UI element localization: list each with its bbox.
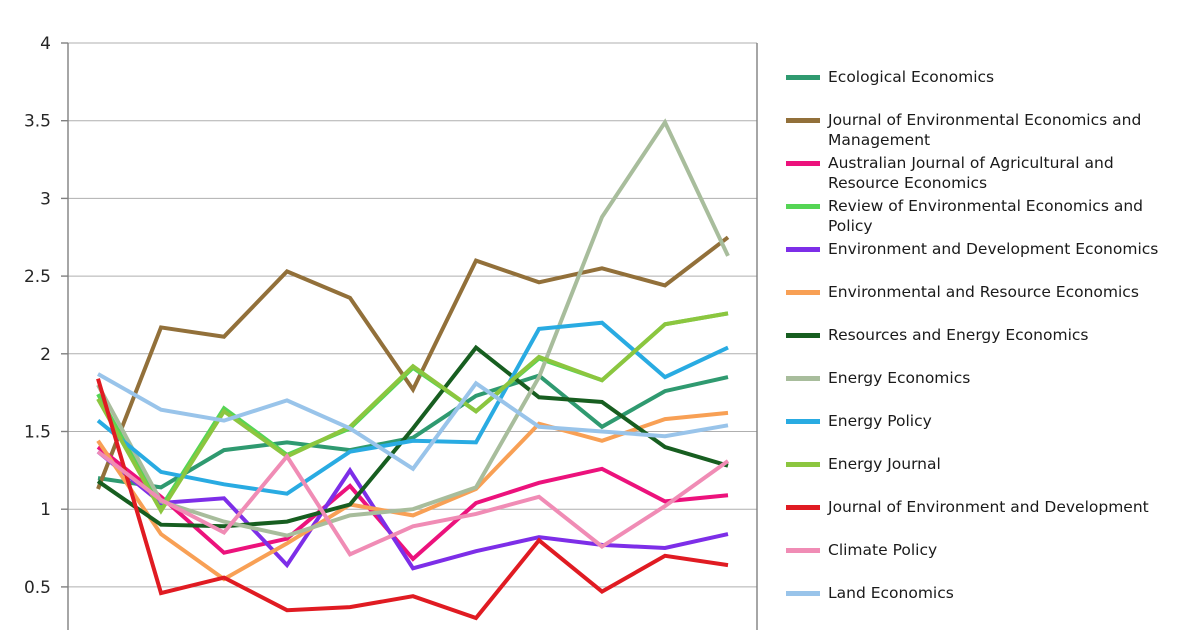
legend-item-8: Energy Policy [786,412,1196,455]
legend-item-11: Climate Policy [786,541,1196,584]
legend-item-12: Land Economics [786,584,1196,627]
legend-item-1: Journal of Environmental Economics and M… [786,111,1196,154]
legend-item-4: Environment and Development Economics [786,240,1196,283]
legend-swatch [786,376,820,381]
legend-item-6: Resources and Energy Economics [786,326,1196,369]
legend-item-10: Journal of Environment and Development [786,498,1196,541]
legend-swatch [786,204,820,209]
y-axis-tick-label: 1 [40,500,51,520]
legend-label: Energy Economics [828,369,971,387]
legend-item-2: Australian Journal of Agricultural and R… [786,154,1196,197]
y-axis-tick-label: 2.5 [24,267,51,287]
legend-label: Environment and Development Economics [828,240,1159,258]
legend-item-7: Energy Economics [786,369,1196,412]
series-line-7 [96,118,730,538]
y-axis-tick-label: 3 [40,189,51,209]
legend-label: Ecological Economics [828,68,995,86]
legend-label: Climate Policy [828,541,938,559]
series-line-1 [96,235,730,490]
legend-label: Energy Policy [828,412,932,430]
series-line-10 [96,378,729,621]
series-line-2 [96,445,729,562]
legend-label: Energy Journal [828,455,941,473]
series-line-4 [96,450,729,571]
legend-label: Australian Journal of Agricultural and R… [828,154,1114,192]
legend-item-9: Energy Journal [786,455,1196,498]
legend-label: Environmental and Resource Economics [828,283,1139,301]
legend-item-5: Environmental and Resource Economics [786,283,1196,326]
legend-swatch [786,505,820,510]
series-line-12 [97,372,729,472]
series-line-8 [96,320,729,496]
legend-swatch [786,333,820,338]
legend-swatch [786,290,820,295]
legend-swatch [786,419,820,424]
chart-legend: Ecological Economics Journal of Environme… [786,68,1196,627]
legend-swatch [786,161,820,166]
legend-label: Review of Environmental Economics and Po… [828,197,1143,235]
y-axis-tick-label: 3.5 [24,112,51,132]
legend-swatch [786,548,820,553]
series-line-9 [96,311,729,515]
legend-label: Journal of Environmental Economics and M… [828,111,1142,149]
legend-item-3: Review of Environmental Economics and Po… [786,197,1196,240]
y-axis-tick-label: 2 [40,345,51,365]
legend-swatch [786,247,820,252]
legend-label: Land Economics [828,584,954,602]
legend-label: Journal of Environment and Development [828,498,1149,516]
series-line-11 [96,450,730,557]
y-axis-tick-label: 0.5 [24,578,51,598]
legend-swatch [786,118,820,123]
y-axis-tick-label: 1.5 [24,423,51,443]
legend-swatch [786,75,820,80]
legend-label: Resources and Energy Economics [828,326,1089,344]
series-line-6 [96,344,729,529]
legend-swatch [786,462,820,467]
legend-swatch [786,591,820,596]
legend-item-0: Ecological Economics [786,68,1196,111]
y-axis-tick-label: 4 [40,34,51,54]
